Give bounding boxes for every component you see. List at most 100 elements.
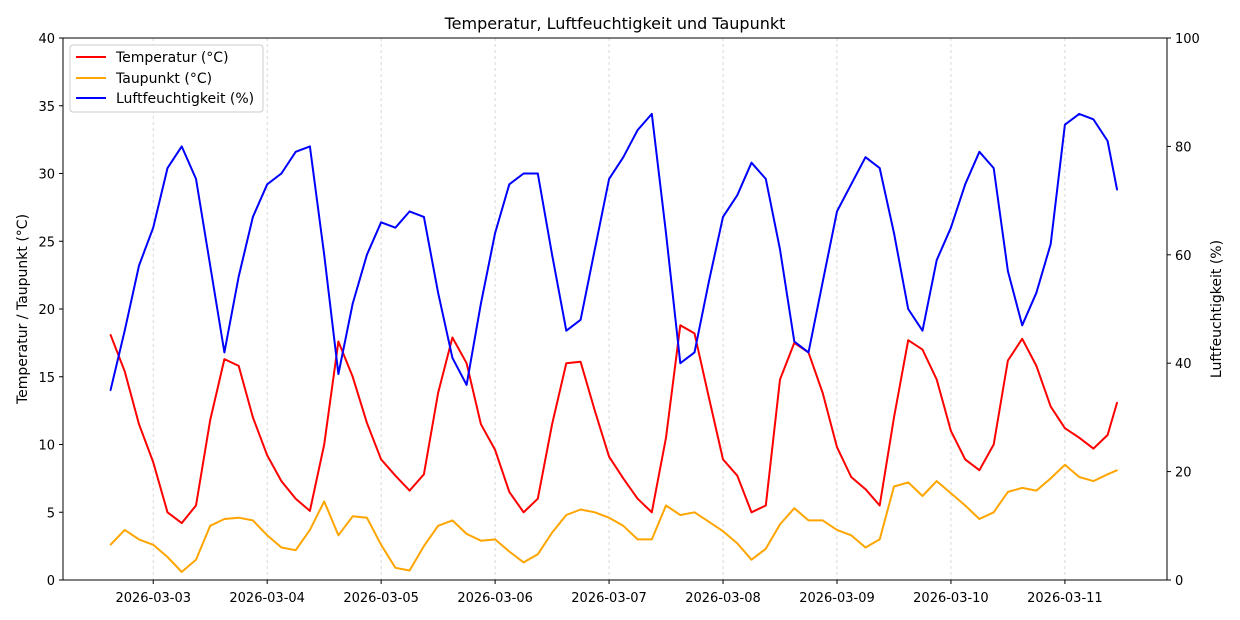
dewpoint-line-point (380, 543, 382, 546)
dewpoint-line-point (337, 534, 340, 537)
humidity-line-point (494, 232, 496, 234)
dewpoint-line-point (921, 495, 924, 497)
temperature-line (109, 324, 1119, 525)
dewpoint-line-point (608, 516, 610, 519)
temperature-line-point (850, 476, 853, 478)
dewpoint-line-point (935, 480, 938, 482)
dewpoint-line-point (836, 529, 838, 531)
humidity-line-point (109, 389, 112, 392)
humidity-line-point (750, 161, 753, 164)
humidity-line-point (252, 216, 254, 218)
temperature-line-point (551, 423, 553, 425)
temperature-line-point (337, 340, 340, 343)
temperature-line-point (907, 339, 910, 341)
humidity-line-point (280, 172, 283, 175)
dewpoint-line-point (764, 548, 767, 550)
x-tick-label: 2026-03-06 (457, 591, 533, 606)
dewpoint-line-point (1106, 473, 1109, 476)
y-tick-label: 10 (38, 439, 55, 454)
temperature-line-point (423, 473, 425, 476)
temperature-line-point (665, 436, 667, 439)
dewpoint-line-point (465, 533, 468, 535)
series-group (109, 112, 1119, 573)
humidity-line-point (836, 210, 838, 213)
humidity-line-point (1078, 113, 1080, 115)
temperature-line-point (1007, 359, 1009, 362)
temperature-line-point (294, 497, 297, 500)
dewpoint-line-point (821, 519, 824, 522)
dewpoint-line-point (850, 534, 853, 537)
humidity-line-point (195, 178, 197, 180)
dewpoint-line-point (651, 538, 653, 541)
humidity-line-point (736, 194, 739, 196)
humidity-line-point (123, 329, 126, 332)
humidity-line-point (921, 329, 924, 332)
humidity-line-point (864, 156, 867, 159)
humidity-line-point (950, 226, 952, 229)
temperature-line-point (679, 324, 682, 327)
temperature-line-point (480, 423, 482, 425)
dewpoint-line-point (366, 516, 368, 519)
humidity-line-point (309, 145, 311, 148)
humidity-line-point (237, 275, 240, 278)
y-tick-label: 15 (38, 371, 55, 386)
plot-frame (62, 37, 1168, 581)
temperature-line-point (394, 474, 397, 477)
temperature-line-point (964, 458, 966, 461)
dewpoint-line-point (807, 519, 810, 522)
temperature-line-point (636, 497, 639, 500)
y-tick-label: 40 (38, 32, 55, 47)
temperature-line-point (408, 489, 411, 492)
temperature-line-point (921, 348, 924, 351)
dewpoint-line-point (109, 543, 112, 546)
x-axis: 2026-03-03 2026-03-04 2026-03-05 2026-03-06… (115, 580, 1103, 606)
dewpoint-line-point (665, 504, 667, 507)
humidity-line-point (821, 281, 824, 283)
dewpoint-line-point (451, 519, 454, 522)
y-right-tick-label: 60 (1175, 249, 1192, 264)
y-tick-label: 35 (38, 100, 55, 115)
temperature-line-point (978, 469, 981, 472)
humidity-line-point (166, 167, 169, 169)
dewpoint-line-point (209, 525, 211, 527)
temperature-line-point (736, 474, 739, 477)
humidity-line-point (152, 226, 155, 229)
dewpoint-line-point (750, 558, 753, 561)
temperature-line-point (1035, 365, 1038, 367)
humidity-line-point (451, 356, 454, 359)
humidity-line-point (679, 362, 682, 365)
humidity-line-point (707, 281, 710, 283)
humidity-line-point (551, 254, 553, 256)
humidity-line-point (1106, 140, 1109, 142)
humidity-line-point (351, 302, 354, 305)
humidity-line-point (850, 183, 853, 186)
temperature-line-point (237, 365, 240, 367)
temperature-line-point (1116, 401, 1118, 404)
temperature-line-point (351, 375, 354, 378)
temperature-line-point (280, 480, 283, 482)
humidity-line-point (209, 264, 211, 267)
dewpoint-line-point (707, 520, 710, 523)
temperature-line-point (309, 510, 311, 512)
humidity-line (109, 112, 1119, 391)
humidity-line-point (337, 373, 340, 375)
dewpoint-line-point (622, 525, 625, 527)
dewpoint-line-point (1035, 489, 1038, 492)
legend: Temperatur (°C) Taupunkt (°C) Luftfeucht… (69, 44, 264, 113)
x-tick-label: 2026-03-07 (571, 591, 647, 606)
dewpoint-line-point (152, 543, 155, 546)
humidity-line-point (423, 216, 425, 218)
humidity-line-point (594, 248, 596, 251)
temperature-line-point (651, 511, 653, 514)
x-tick-label: 2026-03-08 (685, 591, 761, 606)
dewpoint-line-point (437, 525, 439, 527)
humidity-line-point (480, 302, 482, 305)
temperature-line-point (878, 504, 881, 507)
humidity-line-point (508, 183, 511, 186)
temperature-line-point (1106, 434, 1109, 436)
humidity-line-point (779, 248, 781, 251)
y-tick-label: 20 (38, 303, 55, 318)
temperature-line-point (779, 378, 781, 381)
dewpoint-line-point (323, 500, 325, 503)
temperature-line-point (1021, 338, 1023, 340)
